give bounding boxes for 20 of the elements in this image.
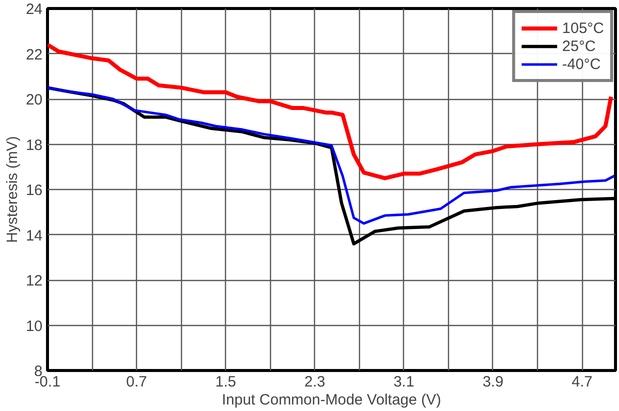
y-tick-label: 22: [26, 46, 43, 64]
x-tick-label: 1.5: [215, 374, 236, 390]
legend-label: -40°C: [562, 55, 601, 73]
line-series: [48, 42, 614, 180]
x-tick-label: 4.7: [572, 374, 593, 390]
y-tick-label: 16: [26, 182, 43, 199]
y-axis-title: Hysteresis (mV): [4, 136, 21, 243]
x-tick-label: 3.9: [482, 374, 504, 390]
y-tick-label: 10: [26, 318, 43, 335]
x-axis-title: Input Common-Mode Voltage (V): [222, 392, 442, 408]
legend-label: 25°C: [562, 37, 596, 55]
y-tick-label: 12: [26, 272, 43, 290]
x-tick-label: 3.1: [393, 374, 414, 390]
x-tick-label: 0.7: [126, 374, 148, 390]
y-tick-label: 18: [26, 136, 43, 154]
x-tick-label: 2.3: [304, 374, 326, 390]
y-tick-label: 14: [26, 227, 43, 244]
y-tick-label: 20: [26, 92, 43, 108]
legend-label: 105°C: [562, 19, 604, 37]
y-tick-label: 24: [26, 1, 43, 18]
